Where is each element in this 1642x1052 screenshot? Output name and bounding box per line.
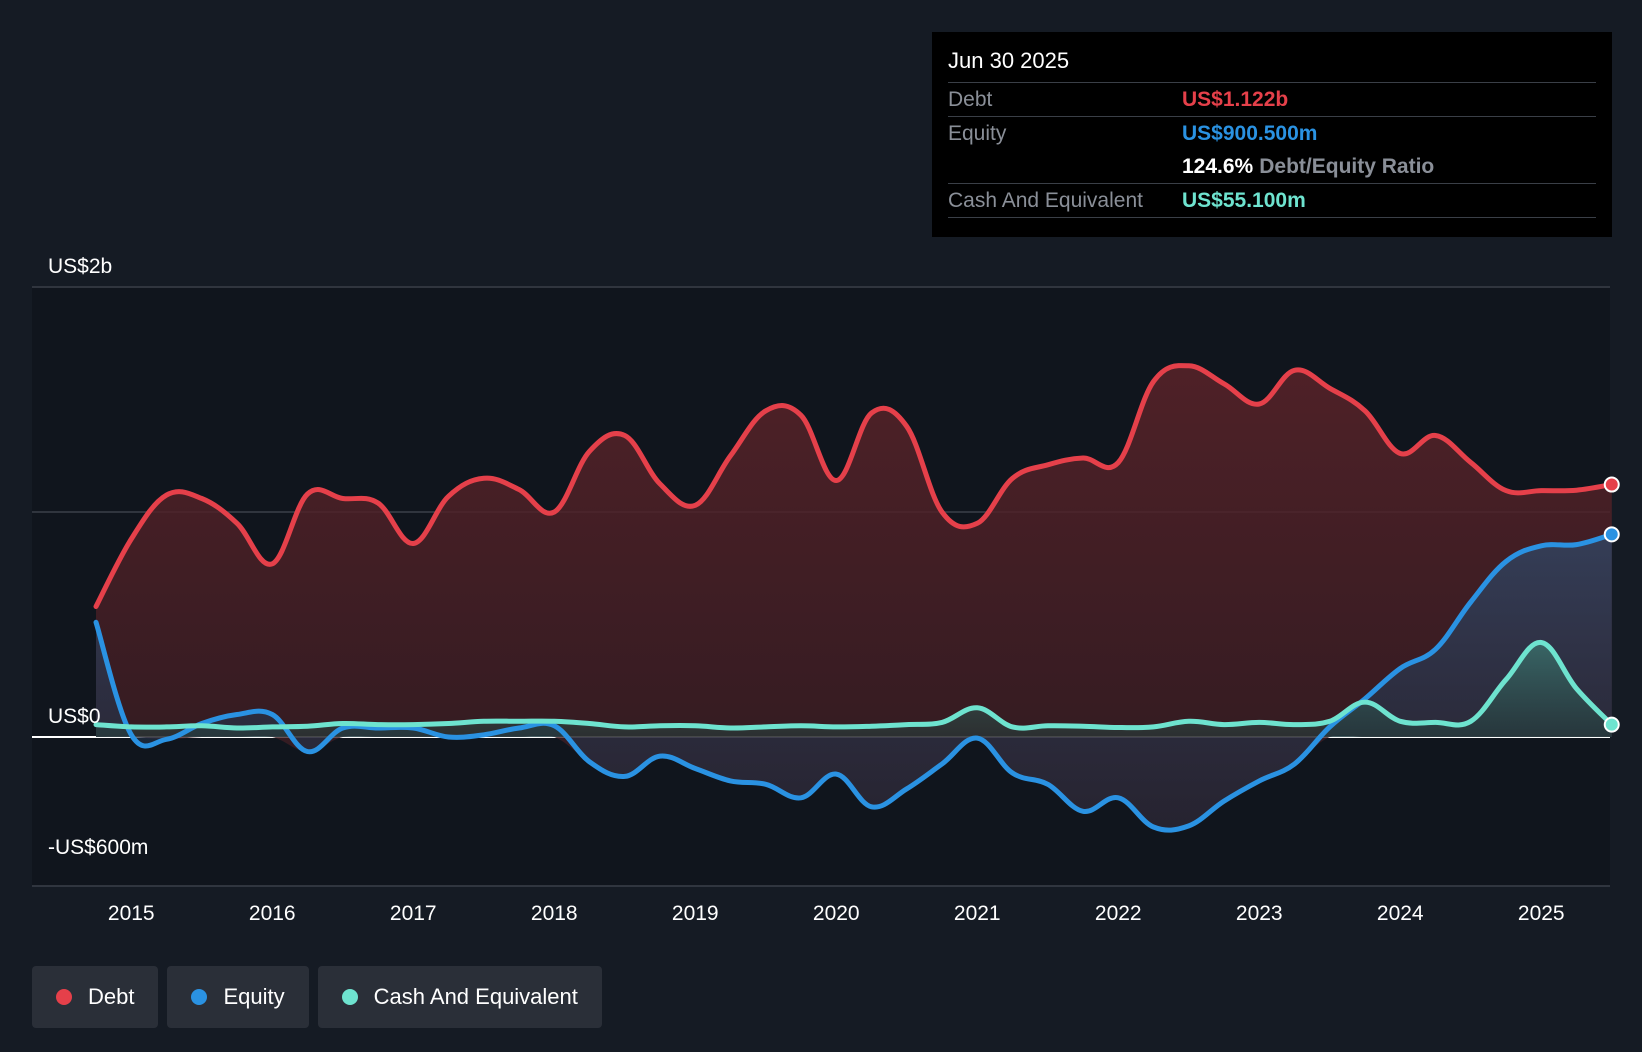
tooltip-debt-label: Debt <box>948 87 993 111</box>
debt-endpoint <box>1603 476 1620 493</box>
cash-line <box>93 640 1615 731</box>
tooltip-panel: Jun 30 2025 Debt US$1.122b Equity US$900… <box>932 32 1612 237</box>
tooltip-equity-value: US$900.500m <box>1182 121 1318 145</box>
tooltip-equity-label: Equity <box>948 121 1007 145</box>
legend-label-equity: Equity <box>223 984 285 1009</box>
x-tick-label: 2022 <box>1095 902 1142 925</box>
x-tick-label: 2021 <box>954 902 1001 925</box>
x-tick-label: 2025 <box>1518 902 1565 925</box>
x-tick-label: 2020 <box>813 902 860 925</box>
x-tick-label: 2024 <box>1377 902 1424 925</box>
equity-dot-icon <box>191 989 208 1005</box>
x-tick-label: 2015 <box>108 902 155 925</box>
legend-label-cash: Cash And Equivalent <box>373 984 578 1009</box>
x-tick-label: 2019 <box>672 902 719 925</box>
debt-dot-icon <box>56 989 72 1005</box>
x-tick-label: 2017 <box>390 902 437 925</box>
y-tick-label: US$0 <box>48 705 101 728</box>
cash-endpoint <box>1603 716 1620 733</box>
cash-area <box>96 642 1612 737</box>
tooltip-row-equity: Equity US$900.500m <box>948 116 1596 150</box>
debt-line <box>93 363 1615 609</box>
tooltip-row-debt: Debt US$1.122b <box>948 82 1596 116</box>
legend-item-debt[interactable]: Debt <box>32 966 159 1028</box>
legend-label-debt: Debt <box>88 984 135 1009</box>
tooltip-row-cash: Cash And Equivalent US$55.100m <box>948 183 1596 218</box>
x-tick-label: 2018 <box>531 902 578 925</box>
tooltip-date: Jun 30 2025 <box>948 48 1070 73</box>
tooltip-cash-value: US$55.100m <box>1182 188 1306 212</box>
legend-item-cash[interactable]: Cash And Equivalent <box>317 966 602 1028</box>
equity-area <box>96 534 1612 831</box>
tooltip-row-ratio: 124.6% Debt/Equity Ratio <box>948 150 1596 183</box>
legend-item-equity[interactable]: Equity <box>167 966 309 1028</box>
tooltip-ratio-value: 124.6% <box>1182 154 1254 178</box>
y-tick-label: -US$600m <box>48 836 148 859</box>
legend: Debt Equity Cash And Equivalent <box>32 966 602 1028</box>
tooltip-cash-label: Cash And Equivalent <box>948 188 1143 212</box>
cash-dot-icon <box>341 989 358 1005</box>
tooltip-ratio-label: Debt/Equity Ratio <box>1259 154 1435 178</box>
equity-endpoint <box>1603 526 1620 543</box>
x-tick-label: 2016 <box>249 902 296 925</box>
tooltip-debt-value: US$1.122b <box>1182 87 1289 111</box>
x-tick-label: 2023 <box>1236 902 1283 925</box>
y-tick-label: US$2b <box>48 255 112 278</box>
